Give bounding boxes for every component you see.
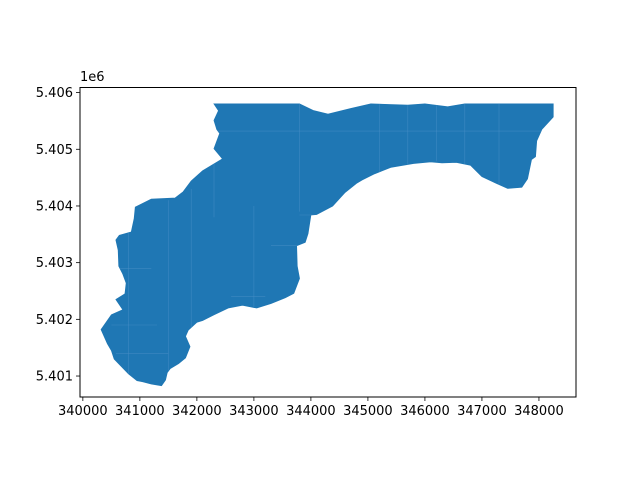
y-tick-label: 5.406 xyxy=(36,86,73,101)
axes-frame xyxy=(79,87,577,398)
x-tick-label: 343000 xyxy=(229,404,279,419)
x-axis: 340000 341000 342000 343000 344000 345000 3460… xyxy=(58,397,564,419)
y-tick-label: 5.403 xyxy=(36,256,73,271)
x-tick-label: 341000 xyxy=(115,404,165,419)
y-tick-label: 5.402 xyxy=(36,313,73,328)
x-tick-label: 347000 xyxy=(457,404,507,419)
x-tick-label: 344000 xyxy=(286,404,336,419)
y-tick-label: 5.401 xyxy=(36,370,73,385)
y-axis-offset-label: 1e6 xyxy=(80,70,105,85)
x-tick-label: 340000 xyxy=(58,404,108,419)
x-tick-label: 348000 xyxy=(514,404,564,419)
y-tick-label: 5.405 xyxy=(36,143,73,158)
x-tick-label: 345000 xyxy=(343,404,393,419)
x-tick-label: 346000 xyxy=(400,404,450,419)
y-axis: 5.401 5.402 5.403 5.404 5.405 5.406 xyxy=(36,86,80,385)
sub-region-boundaries xyxy=(111,103,554,376)
y-tick-label: 5.404 xyxy=(36,199,73,214)
x-tick-label: 342000 xyxy=(172,404,222,419)
map-layer xyxy=(100,103,554,387)
